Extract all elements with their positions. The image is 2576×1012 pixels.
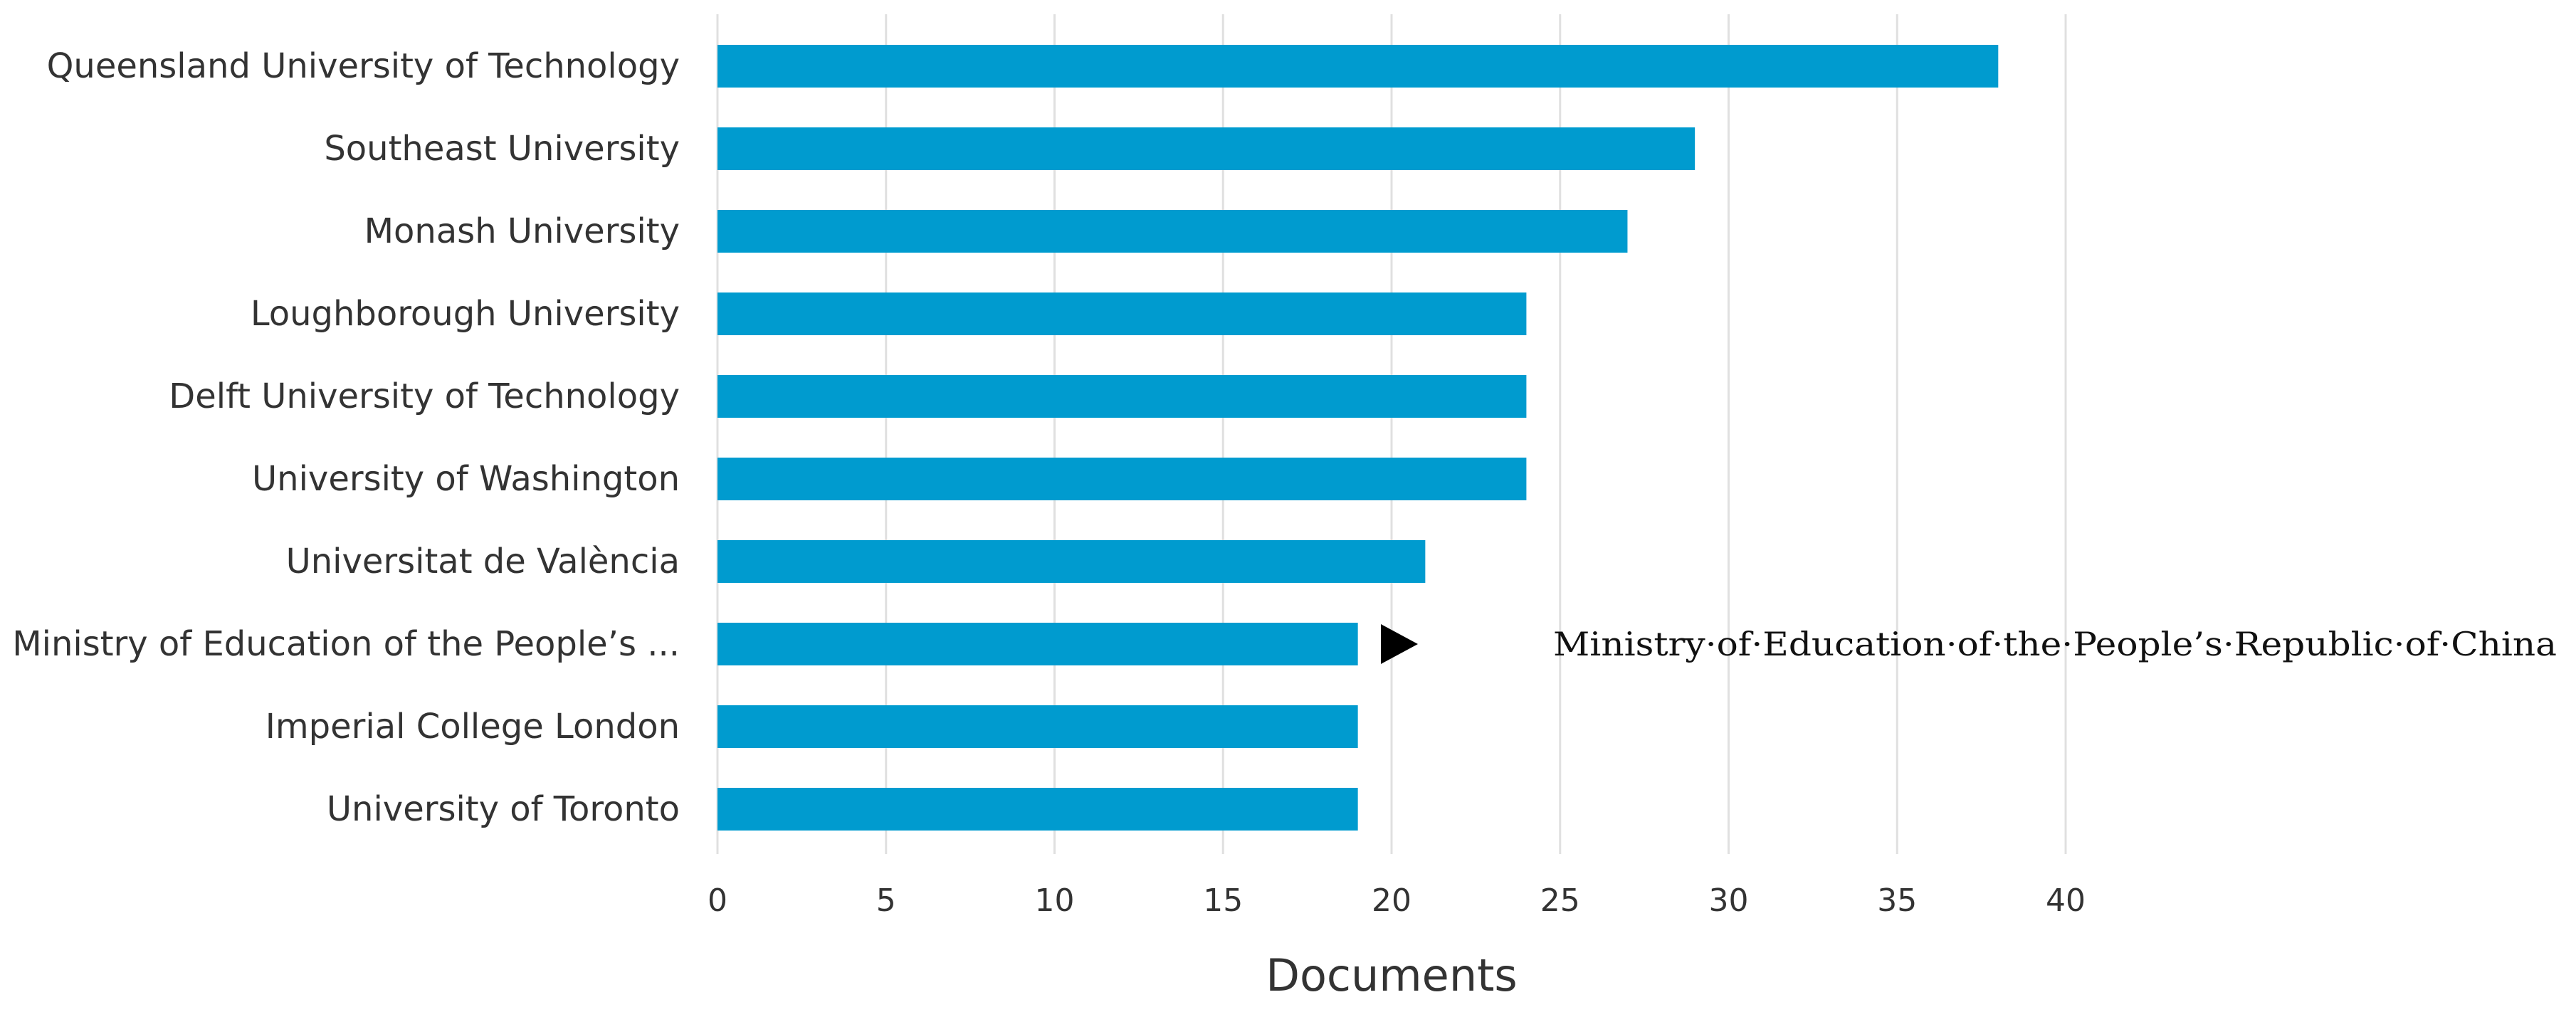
annotation-triangle-marker bbox=[1381, 624, 1418, 664]
category-labels: Queensland University of Technology South… bbox=[12, 46, 680, 829]
category-label: Ministry of Education of the People’s ..… bbox=[12, 624, 680, 664]
bar[interactable] bbox=[717, 623, 1358, 665]
x-tick-label: 30 bbox=[1709, 882, 1749, 919]
x-tick-label: 10 bbox=[1035, 882, 1075, 919]
category-label: Delft University of Technology bbox=[169, 376, 680, 416]
category-label: University of Toronto bbox=[327, 789, 680, 829]
bar[interactable] bbox=[717, 292, 1527, 335]
x-tick-label: 5 bbox=[876, 882, 896, 919]
bars bbox=[717, 45, 1999, 831]
x-tick-label: 40 bbox=[2046, 882, 2086, 919]
category-label: Queensland University of Technology bbox=[47, 46, 680, 86]
category-label: Monash University bbox=[364, 211, 680, 251]
annotation-text: Ministry·of·Education·of·the·People’s·Re… bbox=[1553, 625, 2557, 663]
bar[interactable] bbox=[717, 788, 1358, 831]
category-label: Loughborough University bbox=[251, 294, 680, 334]
bar[interactable] bbox=[717, 375, 1527, 418]
bar[interactable] bbox=[717, 705, 1358, 748]
bar[interactable] bbox=[717, 458, 1527, 500]
category-label: Imperial College London bbox=[266, 707, 680, 747]
x-tick-label: 15 bbox=[1203, 882, 1243, 919]
x-axis-title: Documents bbox=[1266, 949, 1518, 1001]
annotation: Ministry·of·Education·of·the·People’s·Re… bbox=[1381, 624, 2557, 664]
x-tick-label: 35 bbox=[1877, 882, 1917, 919]
category-label: Southeast University bbox=[324, 129, 680, 169]
bar[interactable] bbox=[717, 210, 1628, 253]
bar[interactable] bbox=[717, 127, 1696, 170]
x-tick-label: 0 bbox=[708, 882, 727, 919]
bar[interactable] bbox=[717, 45, 1999, 88]
x-tick-label: 25 bbox=[1540, 882, 1580, 919]
category-label: Universitat de València bbox=[286, 542, 680, 581]
x-tick-labels: 0 5 10 15 20 25 30 35 40 bbox=[708, 882, 2086, 919]
category-label: University of Washington bbox=[252, 459, 680, 499]
x-tick-label: 20 bbox=[1372, 882, 1411, 919]
bar[interactable] bbox=[717, 540, 1426, 583]
